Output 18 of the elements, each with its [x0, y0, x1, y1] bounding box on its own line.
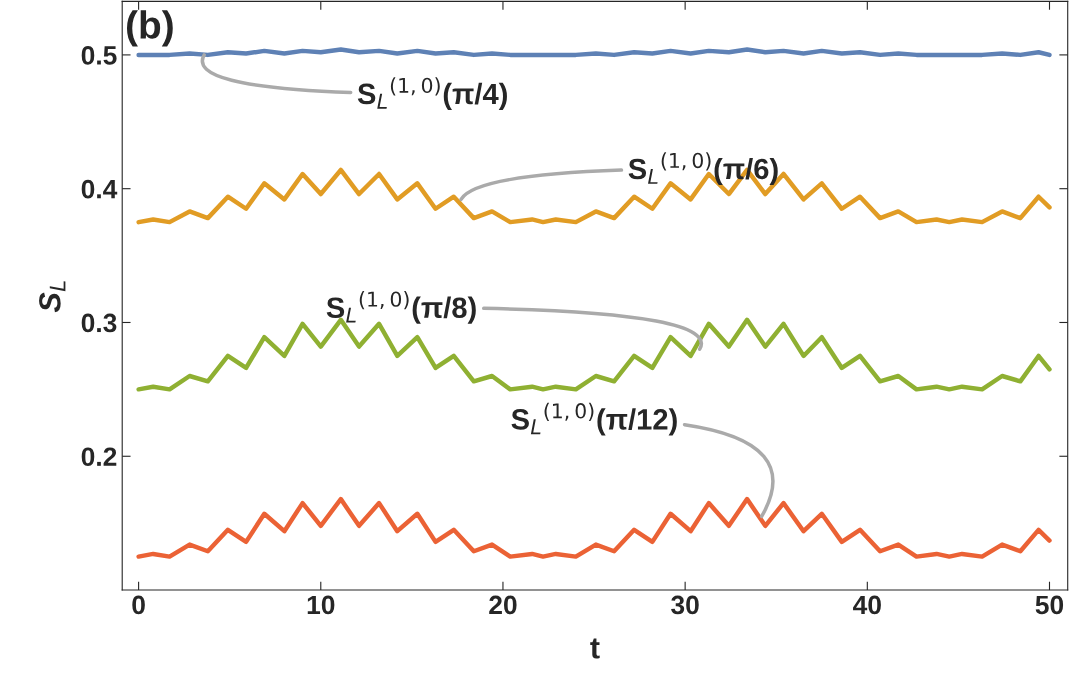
annotation: S$_{L}$$^{(1,0)}$(π/8) — [326, 291, 476, 324]
x-tick-label: 40 — [853, 595, 881, 615]
line-series — [136, 496, 1052, 559]
y-tick-label: 0.5 — [81, 46, 117, 65]
x-tick-label: 10 — [307, 595, 335, 615]
annotation: (b) — [126, 10, 173, 47]
annotation: S$_{L}$$^{(1,0)}$(π/6) — [628, 152, 778, 186]
y-tick-label: 0.2 — [81, 447, 117, 467]
x-tick-label: 50 — [1035, 595, 1064, 615]
annotation: S$_{L}$$^{(1,0)}$(π/4) — [357, 77, 507, 111]
x-tick-label: 0 — [132, 595, 145, 615]
x-tick-label: 20 — [489, 595, 517, 615]
x-tick-label: 30 — [671, 595, 699, 615]
y-axis-title: S$_{L}$ — [39, 281, 66, 313]
y-tick-label: 0.3 — [81, 313, 117, 333]
x-axis-title: t — [590, 638, 600, 659]
annotation: S$_{L}$$^{(1,0)}$(π/12) — [511, 402, 677, 436]
y-tick-label: 0.4 — [81, 179, 118, 199]
